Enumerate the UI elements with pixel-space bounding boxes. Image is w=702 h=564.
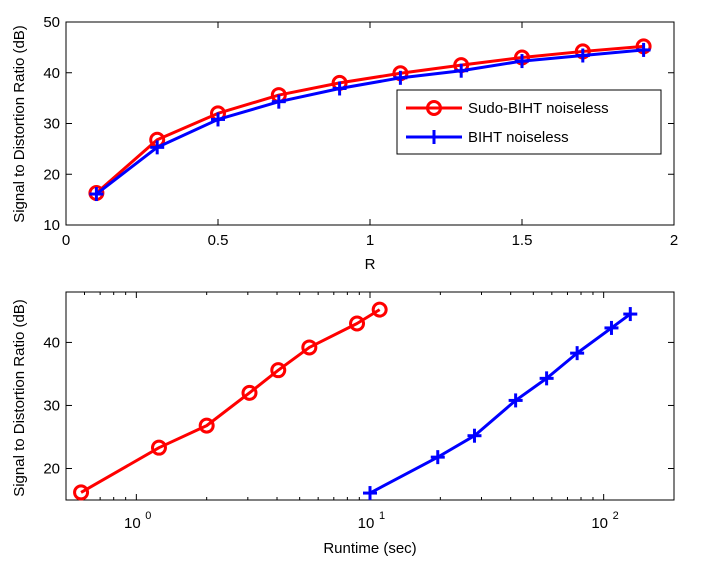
data-point-circle (150, 439, 167, 456)
x-tick-label-exponent: 1 (379, 510, 385, 522)
series-line-1 (369, 312, 632, 495)
y-tick-label: 20 (43, 460, 60, 477)
chart-runtime-vs-sdr: 10 0 10 1 10 2 20 30 40 Runtime (sec) Signal to… (11, 291, 675, 557)
y-tick-label: 40 (43, 334, 60, 351)
legend-marker-biht (427, 130, 441, 144)
x-tick-label: 10 (124, 515, 141, 532)
plot-area-bottom (65, 291, 675, 501)
y-axis-label-bottom: Signal to Distortion Ratio (dB) (11, 299, 28, 497)
data-point-plus (332, 81, 347, 96)
y-tick-label: 20 (43, 166, 60, 183)
data-point-circle (371, 301, 388, 318)
data-point-circle (301, 339, 318, 356)
y-tick-label: 40 (43, 65, 60, 82)
x-axis-label-top: R (365, 256, 376, 273)
x-ticks-top: 0 0.5 1 1.5 2 (62, 22, 678, 249)
y-tick-label: 30 (43, 397, 60, 414)
x-tick-label: 0 (62, 232, 70, 249)
x-tick-label: 0.5 (208, 232, 229, 249)
data-point-plus (515, 54, 529, 69)
data-point-plus (508, 393, 523, 408)
data-point-plus (271, 94, 286, 109)
data-point-plus (363, 486, 377, 501)
x-tick-label-exponent: 0 (145, 510, 151, 522)
x-tick-label: 10 (591, 515, 608, 532)
data-point-plus (604, 320, 619, 335)
y-tick-label: 50 (43, 14, 60, 31)
data-point-plus (211, 112, 225, 127)
legend-label-sudo-biht: Sudo-BIHT noiseless (468, 100, 609, 117)
data-point-circle (270, 362, 287, 379)
series-line-1 (95, 48, 644, 196)
data-point-plus (393, 70, 408, 85)
data-point-circle (198, 417, 215, 434)
y-axis-label-top: Signal to Distortion Ratio (dB) (11, 25, 28, 223)
y-tick-label: 30 (43, 116, 60, 133)
x-tick-label: 1 (366, 232, 374, 249)
y-tick-label: 10 (43, 217, 60, 234)
data-point-plus (575, 48, 590, 63)
x-tick-label: 10 (358, 515, 375, 532)
x-axis-label-bottom: Runtime (sec) (323, 540, 416, 557)
data-point-plus (150, 140, 165, 155)
legend: Sudo-BIHT noiseless BIHT noiseless (396, 89, 662, 155)
series-line-0 (80, 308, 381, 494)
legend-box (396, 89, 662, 155)
data-point-circle (349, 315, 366, 332)
data-point-plus (623, 307, 638, 322)
series-top (88, 38, 652, 202)
data-point-plus (89, 187, 104, 202)
data-point-plus (430, 450, 445, 465)
data-point-plus (539, 371, 554, 386)
legend-label-biht: BIHT noiseless (468, 129, 569, 146)
x-ticks-bottom: 10 0 10 1 10 2 (84, 292, 619, 532)
legend-marker-sudo-biht (426, 100, 442, 116)
data-point-plus (467, 428, 482, 443)
series-line-0 (95, 44, 644, 195)
data-point-plus (570, 346, 585, 361)
series-bottom (73, 301, 638, 501)
y-ticks-top: 10 20 30 40 50 (43, 14, 674, 234)
data-point-circle (73, 484, 90, 501)
y-ticks-bottom: 20 30 40 (43, 334, 674, 477)
chart-r-vs-sdr: 0 0.5 1 1.5 2 10 20 30 40 50 R Signal to Distort… (11, 14, 678, 273)
data-point-plus (636, 42, 651, 57)
data-point-circle (241, 384, 258, 401)
data-point-plus (454, 63, 469, 78)
x-tick-label: 2 (670, 232, 678, 249)
x-tick-label-exponent: 2 (613, 510, 619, 522)
x-tick-label: 1.5 (512, 232, 533, 249)
